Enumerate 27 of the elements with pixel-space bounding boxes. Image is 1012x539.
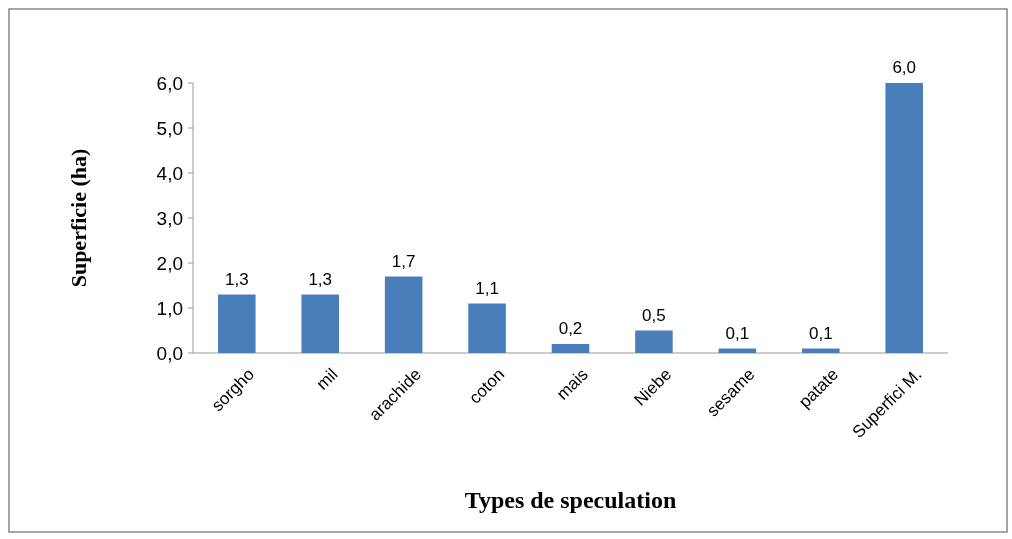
bar xyxy=(885,83,923,353)
y-tick-label: 4,0 xyxy=(156,162,183,184)
data-label: 0,5 xyxy=(642,305,666,325)
bar xyxy=(218,294,256,353)
data-label: 1,3 xyxy=(224,269,249,289)
bar xyxy=(635,330,673,353)
y-tick-label: 0,0 xyxy=(156,342,183,364)
data-label: 1,7 xyxy=(391,251,416,271)
data-label: 1,3 xyxy=(308,269,333,289)
bar xyxy=(468,303,506,353)
data-label: 0,2 xyxy=(558,319,583,338)
data-label: 1,1 xyxy=(475,278,499,298)
y-tick-label: 3,0 xyxy=(156,207,183,229)
bar xyxy=(551,344,590,353)
y-tick-label: 1,0 xyxy=(156,297,183,319)
bar xyxy=(802,348,840,353)
y-axis-title: Superficie (ha) xyxy=(66,148,91,288)
data-label: 6,0 xyxy=(892,58,917,77)
bar xyxy=(384,276,423,353)
bar xyxy=(301,294,339,353)
x-axis-title: Types de speculation xyxy=(464,487,677,513)
data-label: 0,1 xyxy=(725,323,750,343)
y-tick-label: 2,0 xyxy=(156,252,183,274)
data-label: 0,1 xyxy=(808,323,833,343)
y-tick-label: 5,0 xyxy=(156,117,183,139)
y-tick-label: 6,0 xyxy=(156,72,183,94)
x-tick-label: mil xyxy=(312,364,342,394)
